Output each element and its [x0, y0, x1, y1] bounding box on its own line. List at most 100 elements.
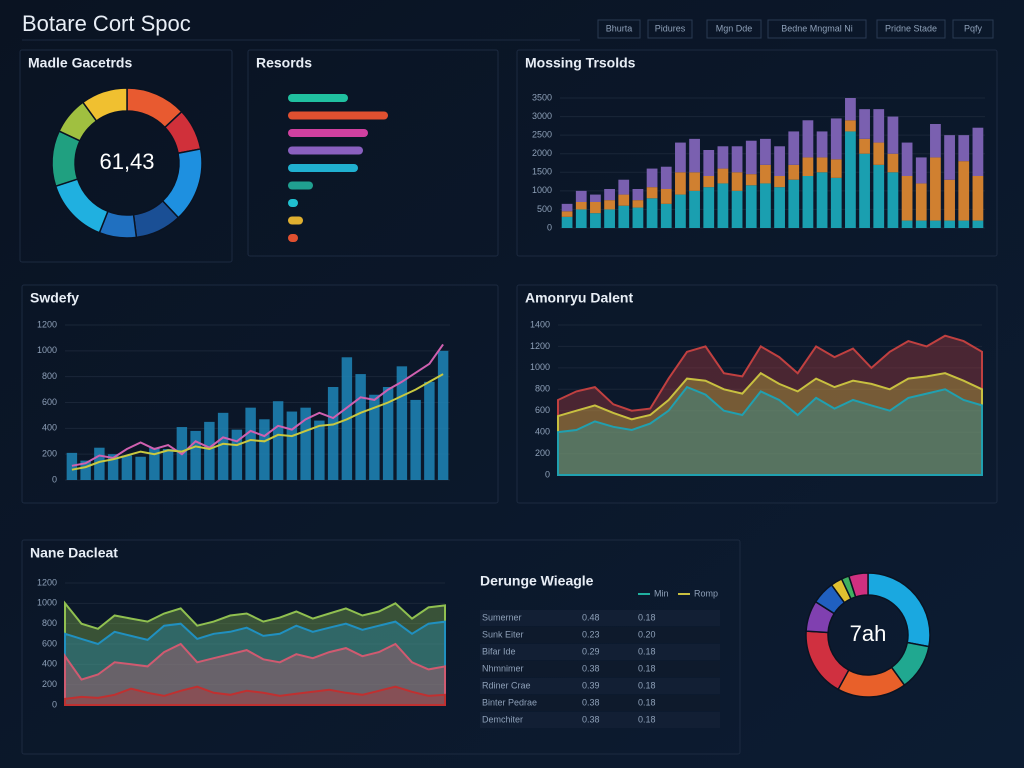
- y-tick-label: 1500: [532, 167, 552, 177]
- bar-segment: [590, 213, 601, 228]
- bar-segment: [731, 146, 743, 173]
- y-tick-label: 400: [42, 423, 57, 433]
- bar: [382, 387, 394, 480]
- tab-label[interactable]: Bhurta: [606, 23, 633, 33]
- bar-segment: [830, 118, 842, 160]
- table-cell: Nhmnimer: [482, 663, 524, 673]
- tab[interactable]: [952, 19, 994, 39]
- table-row: [480, 627, 720, 643]
- bar-segment: [660, 189, 672, 204]
- bar: [288, 111, 388, 120]
- page-title: Botare Cort Spoc: [22, 11, 191, 36]
- y-tick-label: 0: [52, 474, 57, 484]
- bar-segment: [618, 194, 630, 206]
- bar-segment: [901, 142, 913, 176]
- panel-title: Nane Dacleat: [30, 545, 118, 561]
- y-tick-label: 0: [547, 222, 552, 232]
- bar-segment: [660, 166, 672, 189]
- panel-title: Derunge Wieagle: [480, 573, 594, 589]
- area: [557, 334, 983, 476]
- tab[interactable]: [706, 19, 762, 39]
- bar-segment: [859, 109, 870, 139]
- y-tick-label: 1000: [37, 345, 57, 355]
- bar-segment: [590, 194, 601, 202]
- bar-segment: [632, 207, 644, 228]
- bar: [231, 429, 243, 480]
- tab[interactable]: [767, 19, 867, 39]
- bar: [121, 455, 133, 480]
- bar-segment: [618, 179, 630, 195]
- y-tick-label: 1200: [37, 319, 57, 329]
- bar-segment: [703, 187, 715, 228]
- bar-segment: [689, 172, 700, 191]
- bar-segment: [689, 138, 700, 173]
- panel-title: Amonryu Dalent: [525, 290, 633, 306]
- table-cell: 0.20: [638, 629, 656, 639]
- bar-segment: [915, 157, 927, 184]
- bar-segment: [703, 176, 715, 188]
- line: [71, 373, 444, 471]
- bar-segment: [972, 127, 984, 176]
- donut-segment: [847, 572, 869, 598]
- table-cell: 0.48: [582, 612, 600, 622]
- tab-label[interactable]: Pidures: [655, 23, 686, 33]
- area: [64, 620, 446, 706]
- bar-segment: [731, 172, 743, 191]
- y-tick-label: 600: [42, 638, 57, 648]
- panel-title: Resords: [256, 55, 312, 71]
- bar-segment: [689, 190, 700, 228]
- tab[interactable]: [876, 19, 946, 39]
- bar-segment: [675, 194, 686, 228]
- bar-segment: [717, 168, 729, 184]
- bar-segment: [604, 200, 615, 210]
- bar: [437, 350, 449, 480]
- y-tick-label: 1400: [530, 319, 550, 329]
- y-tick-label: 600: [42, 397, 57, 407]
- bar-segment: [760, 138, 771, 165]
- y-tick-label: 800: [42, 618, 57, 628]
- bar: [288, 216, 303, 225]
- bar-segment: [632, 200, 644, 208]
- bar-segment: [802, 120, 814, 158]
- bar-segment: [675, 172, 686, 195]
- bar-segment: [660, 203, 672, 228]
- bar-segment: [590, 202, 601, 214]
- bar-segment: [632, 189, 644, 201]
- tab-label[interactable]: Pqfy: [964, 23, 983, 33]
- table-cell: Sunk Eiter: [482, 629, 524, 639]
- table-cell: 0.18: [638, 714, 656, 724]
- tab-label[interactable]: Pridne Stade: [885, 23, 937, 33]
- bar-segment: [930, 220, 941, 228]
- bar-segment: [901, 220, 913, 228]
- bar-segment: [845, 98, 856, 121]
- bar-segment: [561, 216, 573, 228]
- area: [64, 685, 446, 706]
- area: [557, 385, 983, 476]
- bar-segment: [646, 168, 658, 188]
- bar-segment: [703, 150, 715, 176]
- bar: [259, 419, 270, 480]
- panel: [21, 539, 741, 755]
- bar: [272, 401, 284, 480]
- tab[interactable]: [597, 19, 641, 39]
- tab-label[interactable]: Bedne Mngmal Ni: [781, 23, 853, 33]
- panel-title: Swdefy: [30, 290, 79, 306]
- tab-label[interactable]: Mgn Dde: [716, 23, 753, 33]
- bar-segment: [745, 140, 757, 175]
- bar-segment: [930, 157, 941, 221]
- y-tick-label: 0: [52, 699, 57, 709]
- bar-segment: [760, 164, 771, 184]
- tab[interactable]: [647, 19, 693, 39]
- table-cell: 0.38: [582, 663, 600, 673]
- bar-segment: [646, 198, 658, 228]
- bar-segment: [816, 172, 828, 228]
- bar-segment: [830, 177, 842, 228]
- y-tick-label: 500: [537, 204, 552, 214]
- table-cell: 0.39: [582, 680, 600, 690]
- bar: [162, 449, 174, 480]
- bar: [314, 420, 325, 480]
- bar: [355, 374, 366, 480]
- bar-segment: [873, 164, 885, 228]
- bar: [369, 394, 380, 480]
